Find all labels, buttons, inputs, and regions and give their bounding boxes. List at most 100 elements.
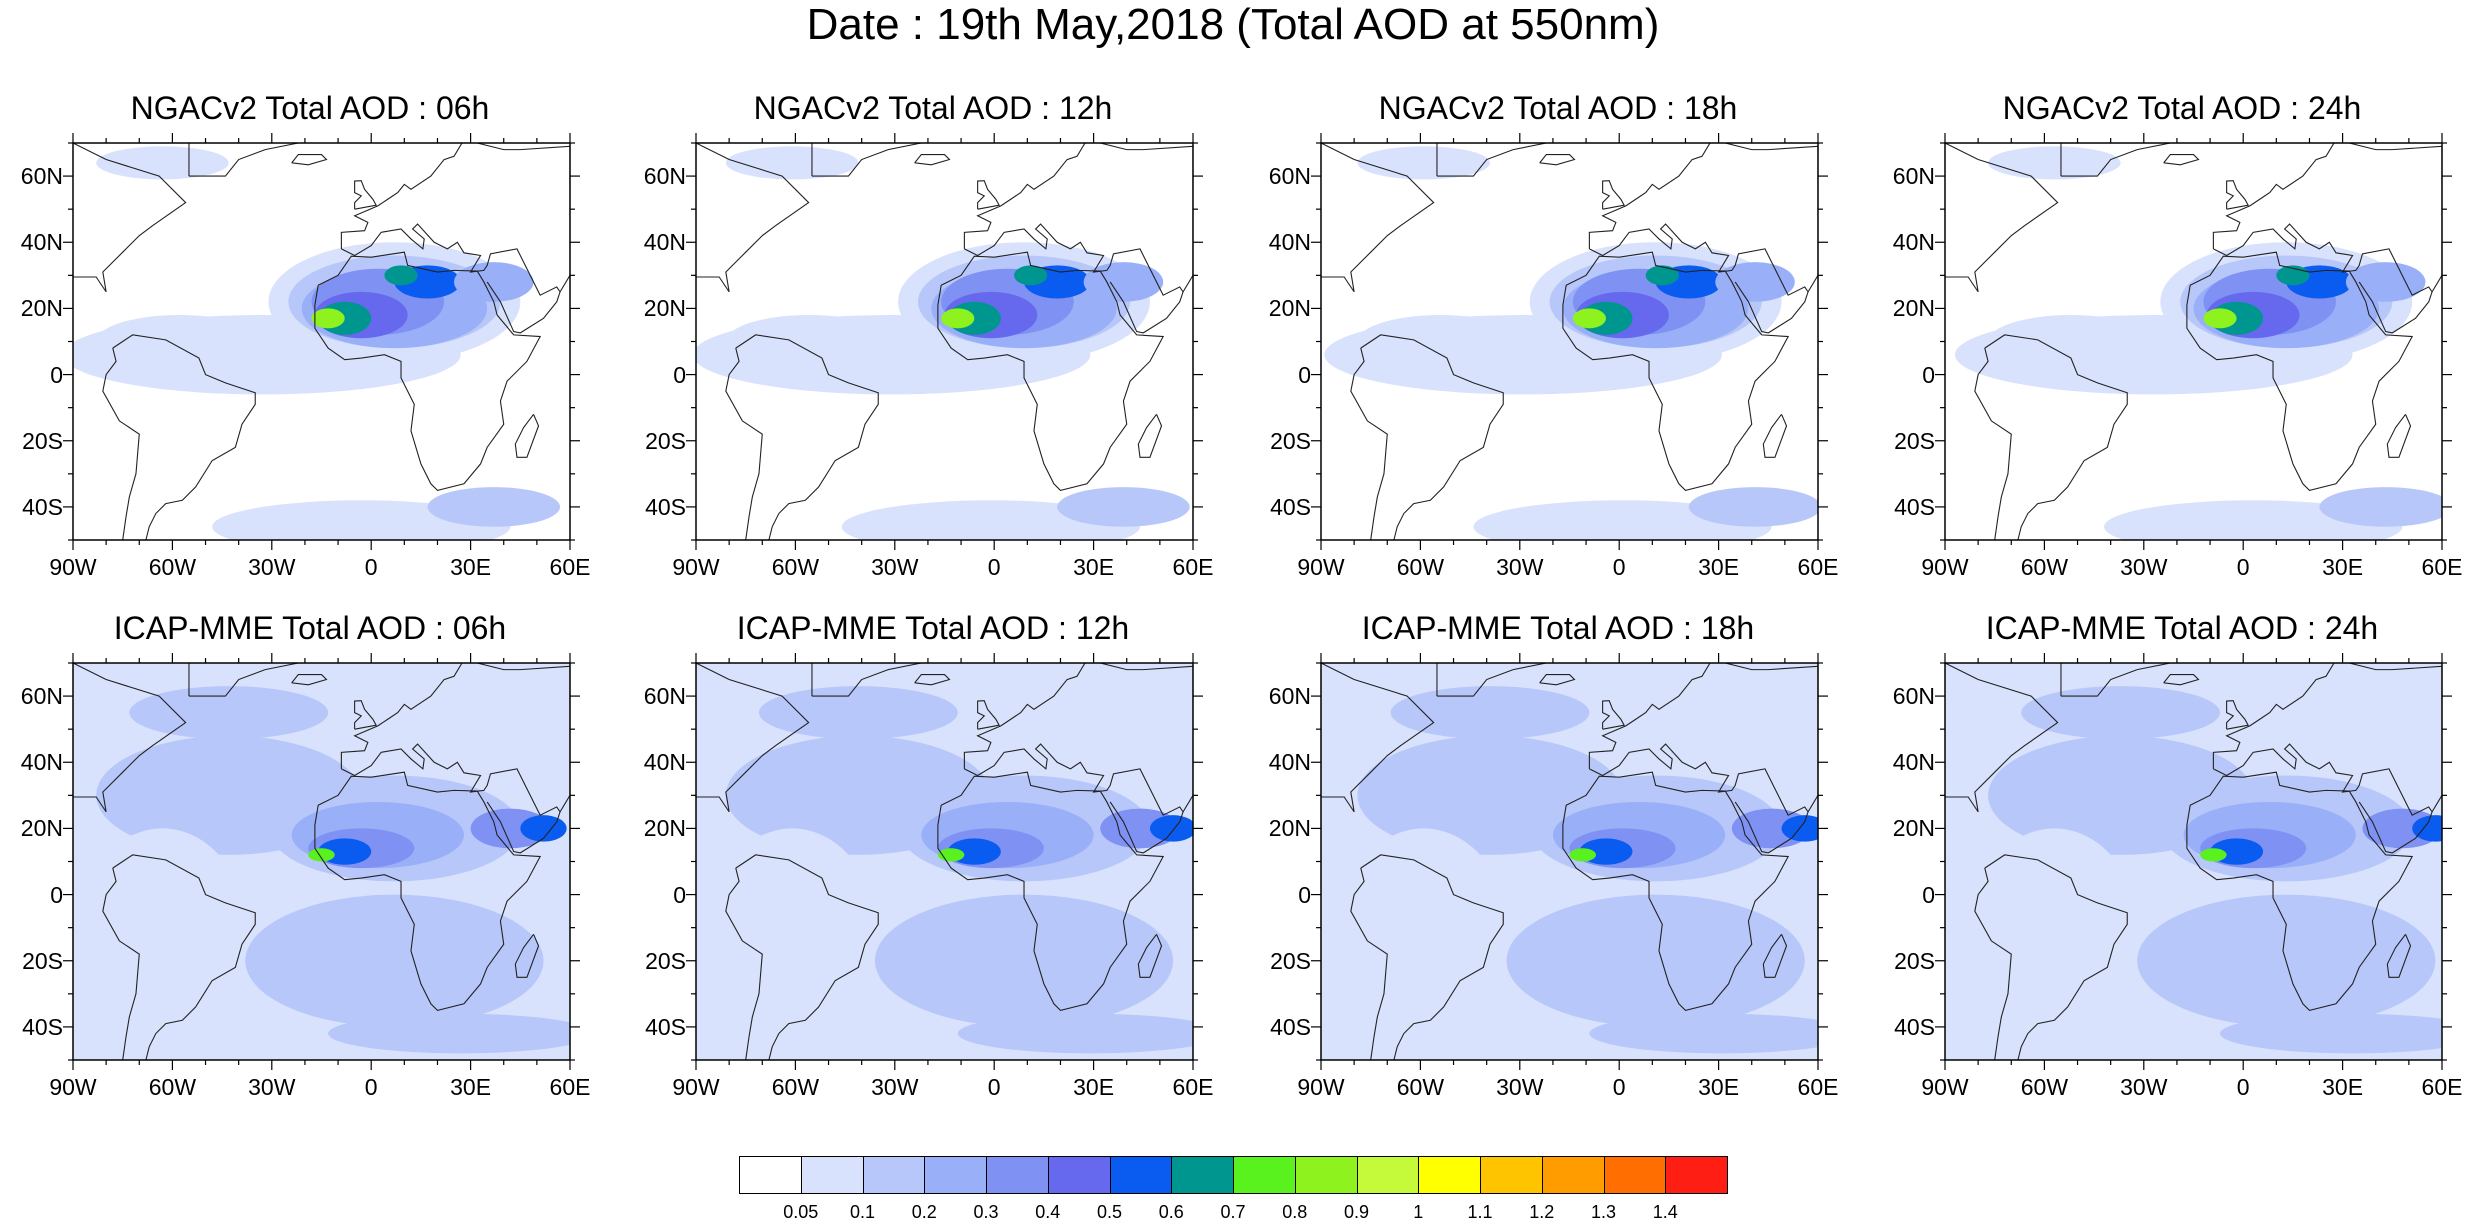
lon-tick-label: 60E bbox=[1797, 554, 1839, 580]
coastline bbox=[2358, 801, 2433, 854]
aod-region bbox=[1340, 828, 1507, 1027]
coastline bbox=[977, 180, 1001, 210]
panel-title: ICAP-MME Total AOD : 12h bbox=[736, 610, 1130, 646]
colorbar-swatch bbox=[1356, 1156, 1420, 1194]
coastline bbox=[2226, 700, 2250, 730]
colorbar-swatch bbox=[739, 1156, 802, 1194]
aod-region bbox=[758, 686, 958, 740]
lon-tick-label: 0 bbox=[1612, 1074, 1626, 1100]
coastline bbox=[1562, 771, 1790, 1011]
coastline bbox=[1436, 143, 1547, 177]
lat-tick-label: 60N bbox=[643, 683, 686, 710]
colorbar-label: 1.3 bbox=[1590, 1202, 1617, 1222]
lon-tick-label: 0 bbox=[987, 1074, 1001, 1100]
colorbar-label: 0.9 bbox=[1343, 1202, 1370, 1222]
colorbar-label: 0.3 bbox=[973, 1202, 999, 1222]
colorbar-swatch bbox=[1294, 1156, 1358, 1194]
aod-region bbox=[725, 315, 892, 368]
coastline bbox=[1109, 281, 1184, 334]
lat-tick-label: 40S bbox=[22, 493, 63, 520]
lon-tick-label: 30W bbox=[248, 554, 296, 580]
aod-region bbox=[427, 487, 561, 527]
coastline bbox=[696, 663, 810, 813]
lon-tick-label: 60W bbox=[771, 554, 820, 580]
lat-tick-label: 20S bbox=[22, 427, 63, 454]
coastline bbox=[2163, 674, 2200, 686]
lon-tick-label: 30E bbox=[2322, 1074, 2364, 1100]
lat-tick-label: 20N bbox=[1892, 295, 1935, 322]
panel-title: ICAP-MME Total AOD : 18h bbox=[1361, 610, 1755, 646]
lon-tick-label: 30E bbox=[2322, 554, 2364, 580]
map-panel-ngac-24h: NGACv2 Total AOD : 24h 60N 40N 20N 0 20S 40S 90… bbox=[1872, 88, 2466, 608]
coastline bbox=[1734, 281, 1809, 334]
coastline bbox=[2186, 251, 2414, 491]
aod-region bbox=[308, 848, 335, 862]
coastline bbox=[340, 663, 570, 816]
lon-tick-label: 60W bbox=[2020, 554, 2069, 580]
lon-tick-label: 30W bbox=[2120, 1074, 2168, 1100]
aod-region bbox=[2200, 848, 2227, 862]
lon-tick-label: 0 bbox=[364, 1074, 378, 1100]
coastline bbox=[1562, 251, 1790, 491]
lat-tick-label: 60N bbox=[643, 163, 686, 190]
coastline bbox=[1762, 413, 1788, 458]
lat-tick-label: 20S bbox=[1894, 947, 1935, 974]
coastline bbox=[811, 143, 922, 177]
coastline bbox=[188, 663, 299, 697]
aod-region bbox=[96, 146, 229, 180]
panel-title: ICAP-MME Total AOD : 06h bbox=[113, 610, 507, 646]
coastline bbox=[2386, 933, 2412, 978]
lon-tick-label: 60W bbox=[1396, 554, 1445, 580]
aod-region bbox=[1014, 265, 1048, 286]
lat-tick-label: 20N bbox=[1892, 815, 1935, 842]
colorbar-swatch bbox=[1480, 1156, 1543, 1194]
lon-tick-label: 30E bbox=[1698, 1074, 1740, 1100]
lon-tick-label: 30W bbox=[871, 1074, 919, 1100]
aod-region bbox=[454, 262, 534, 302]
aod-region bbox=[2412, 815, 2442, 842]
lat-tick-label: 20S bbox=[1270, 427, 1311, 454]
aod-region bbox=[1357, 315, 1524, 368]
coastline bbox=[1539, 154, 1576, 166]
lon-tick-label: 90W bbox=[1297, 1074, 1345, 1100]
lat-tick-label: 40N bbox=[1892, 749, 1935, 776]
coastline bbox=[1602, 700, 1626, 730]
coastline bbox=[2060, 663, 2171, 697]
colorbar-label: 1.2 bbox=[1529, 1202, 1555, 1222]
lat-tick-label: 20N bbox=[643, 295, 686, 322]
colorbar-swatch bbox=[1109, 1156, 1173, 1194]
map-panel-icap-06h: ICAP-MME Total AOD : 06h 60N 40N 20N 0 20S 40S… bbox=[0, 608, 620, 1128]
aod-colorbar bbox=[739, 1156, 1728, 1194]
colorbar-label: 0.1 bbox=[849, 1202, 876, 1222]
coastline bbox=[486, 281, 561, 334]
aod-map bbox=[63, 133, 580, 550]
coastline bbox=[1137, 933, 1163, 978]
aod-region bbox=[1569, 848, 1597, 862]
coastline bbox=[1588, 143, 1818, 296]
lon-tick-label: 90W bbox=[1921, 1074, 1969, 1100]
coastline bbox=[291, 154, 328, 166]
aod-region bbox=[1357, 146, 1490, 180]
lon-tick-label: 0 bbox=[2236, 554, 2250, 580]
coastline bbox=[725, 334, 879, 540]
colorbar-label: 0.6 bbox=[1158, 1202, 1184, 1222]
coastline bbox=[102, 334, 256, 540]
lat-tick-label: 20S bbox=[22, 947, 63, 974]
aod-region bbox=[2220, 1013, 2442, 1054]
coastline bbox=[963, 143, 1193, 296]
lat-tick-label: 60N bbox=[20, 163, 63, 190]
coastline bbox=[1137, 413, 1163, 458]
coastline bbox=[314, 251, 542, 491]
lon-tick-label: 60E bbox=[1172, 554, 1214, 580]
lon-tick-label: 30W bbox=[871, 554, 919, 580]
lon-tick-label: 30W bbox=[2120, 554, 2168, 580]
map-panel-icap-24h: ICAP-MME Total AOD : 24h 60N 40N 20N 0 20S 40S… bbox=[1872, 608, 2466, 1128]
lon-tick-label: 60W bbox=[148, 1074, 197, 1100]
coastline bbox=[1350, 854, 1504, 1060]
lon-tick-label: 0 bbox=[2236, 1074, 2250, 1100]
coastline bbox=[291, 674, 328, 686]
panel-title: NGACv2 Total AOD : 18h bbox=[1378, 90, 1738, 126]
coastline bbox=[725, 854, 879, 1060]
coastline bbox=[1539, 674, 1576, 686]
lat-tick-label: 20N bbox=[1268, 815, 1311, 842]
